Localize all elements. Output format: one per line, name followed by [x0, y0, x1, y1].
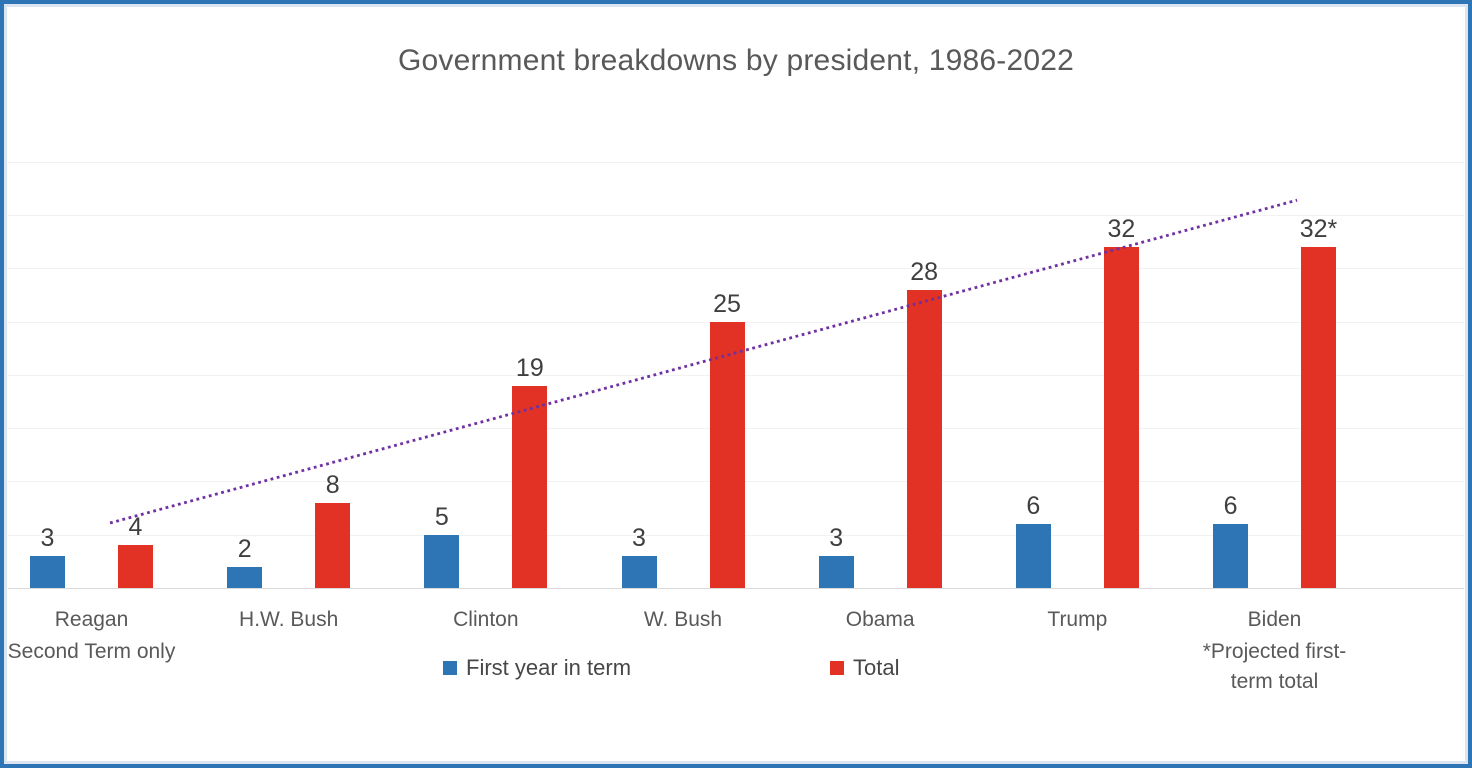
bar-data-label: 25 — [713, 289, 741, 318]
bar-data-label: 32 — [1107, 215, 1136, 244]
category-label: H.W. Bush — [239, 608, 339, 631]
bar-data-label: 3 — [829, 524, 844, 553]
category-label: Clinton — [453, 608, 519, 631]
bar-total — [1301, 247, 1337, 588]
bar-data-label: 6 — [1026, 492, 1041, 521]
legend-marker-icon — [830, 661, 844, 675]
bar-data-label: 4 — [128, 513, 143, 542]
category-sublabel: Second Term only — [7, 640, 176, 663]
legend-marker-icon — [443, 661, 457, 675]
category-label: Reagan — [54, 608, 129, 631]
bar-total — [709, 321, 745, 588]
gridline — [8, 268, 1464, 270]
bar-first-year — [621, 556, 657, 588]
bar-data-label: 28 — [910, 257, 939, 286]
bar-first-year — [818, 556, 854, 588]
x-axis-line — [8, 588, 1464, 589]
gridline — [8, 215, 1464, 217]
bar-total — [1103, 247, 1139, 588]
category-label: W. Bush — [643, 608, 723, 631]
category-sublabel: *Projected first- term total — [1202, 640, 1347, 693]
legend-item: First year in term — [443, 655, 631, 681]
chart-title: Government breakdowns by president, 1986… — [397, 44, 1075, 77]
category-label: Trump — [1047, 608, 1108, 631]
bar-data-label: 3 — [40, 524, 55, 553]
legend-label: First year in term — [466, 655, 632, 680]
bar-data-label: 6 — [1223, 492, 1238, 521]
bar-total — [118, 545, 153, 588]
bar-first-year — [227, 566, 263, 588]
bar-total — [906, 289, 942, 588]
bar-data-label: 3 — [632, 524, 646, 553]
bar-first-year — [1015, 524, 1051, 588]
bar-data-label: 5 — [434, 502, 449, 531]
bar-data-label: 32* — [1299, 215, 1338, 244]
bar-data-label: 2 — [237, 534, 252, 563]
legend-item: Total — [830, 655, 899, 681]
bar-data-label: 8 — [325, 470, 340, 499]
gridline — [8, 161, 1464, 163]
bar-first-year — [1213, 524, 1249, 588]
bar-first-year — [30, 556, 65, 588]
bar-first-year — [424, 534, 460, 588]
bar-total — [315, 502, 351, 588]
legend-label: Total — [853, 655, 900, 680]
bar-total — [512, 385, 548, 588]
bar-data-label: 19 — [515, 353, 544, 382]
category-label: Obama — [845, 608, 915, 631]
category-label: Biden — [1247, 608, 1302, 631]
